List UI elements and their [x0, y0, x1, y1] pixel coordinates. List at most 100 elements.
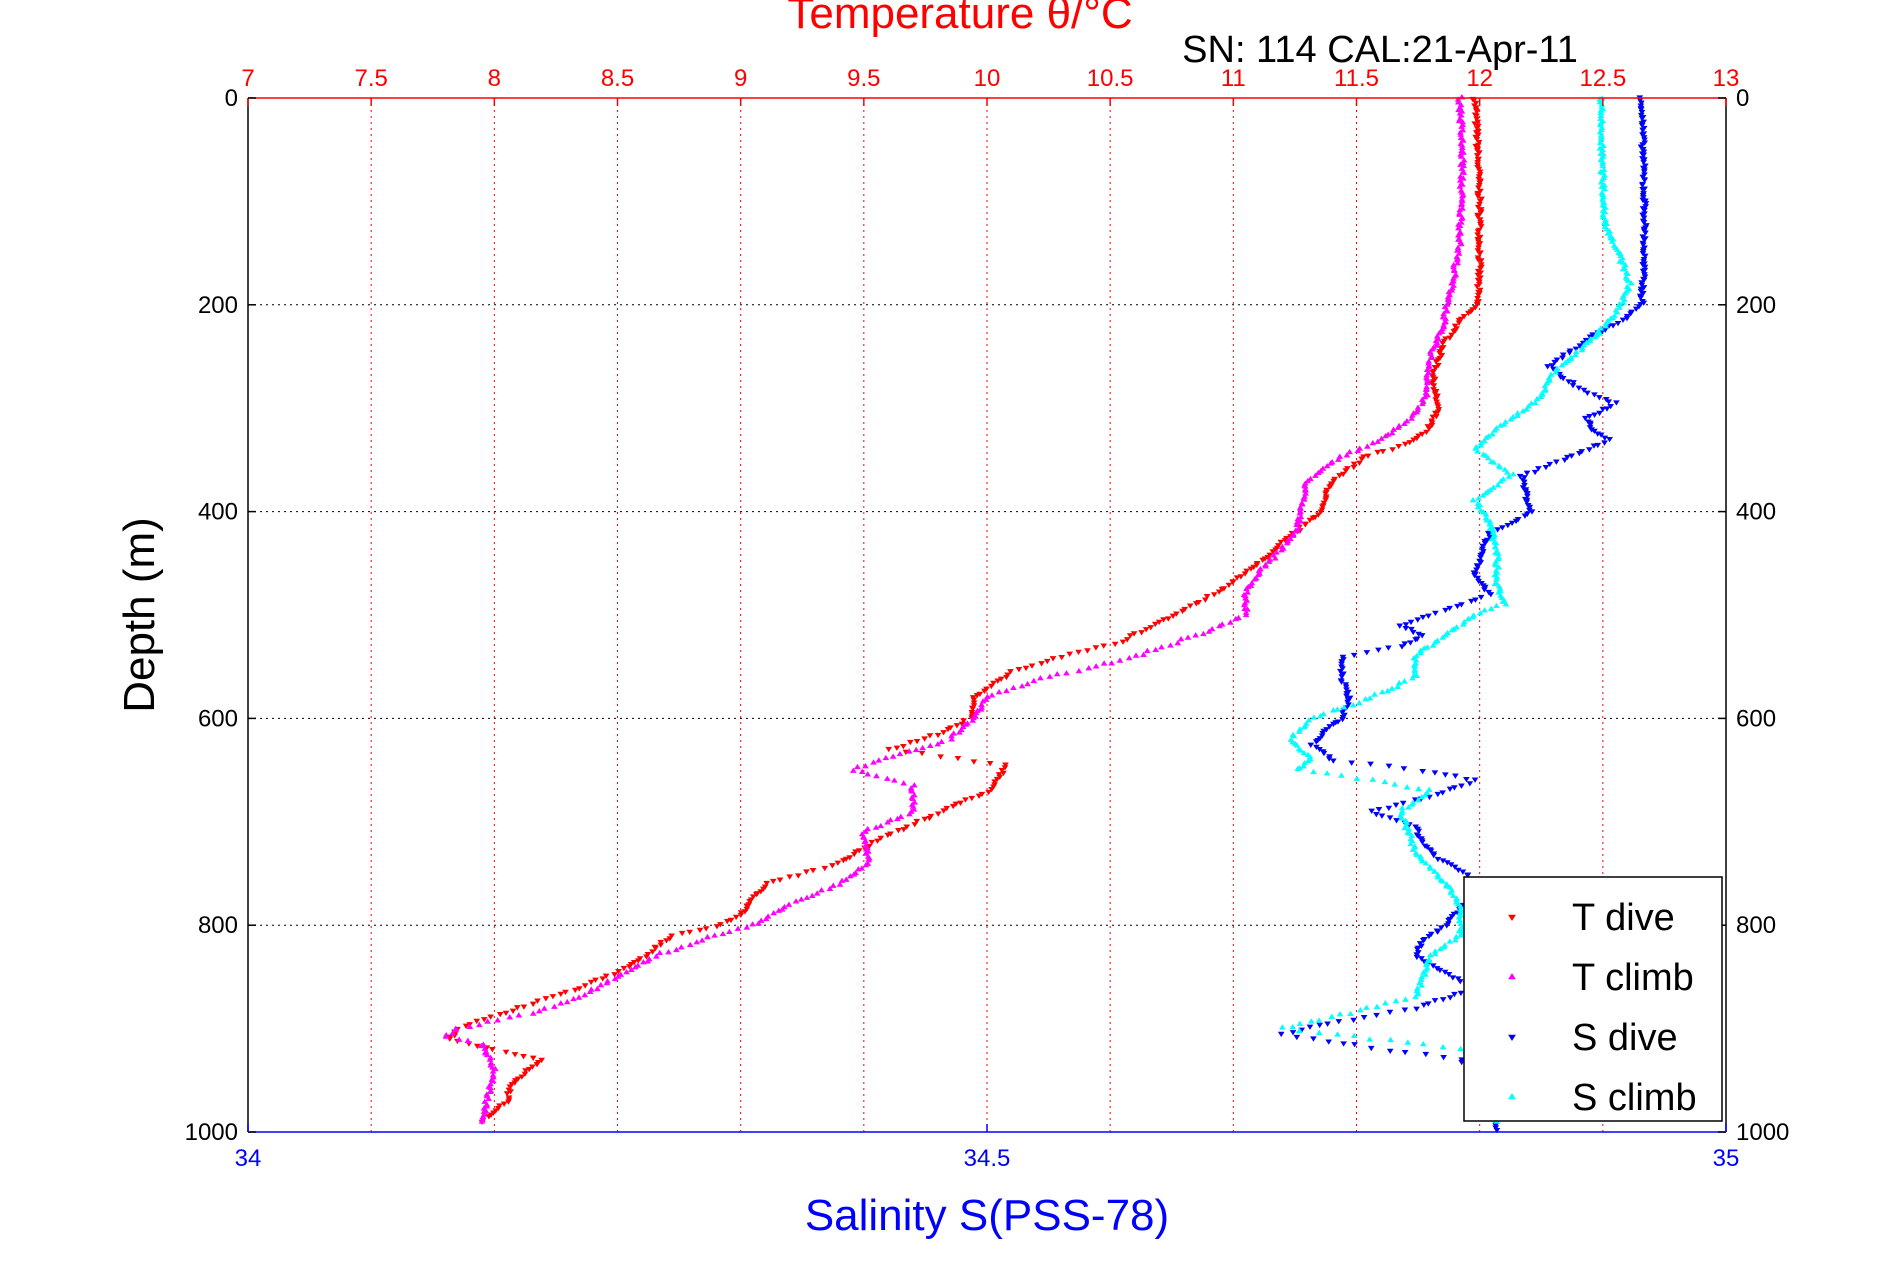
data-point — [483, 1103, 491, 1109]
data-point — [1448, 626, 1456, 633]
data-point — [1317, 509, 1325, 515]
data-point — [1401, 678, 1408, 684]
data-point — [1496, 464, 1504, 470]
data-point — [1460, 169, 1468, 175]
data-point — [873, 772, 880, 779]
data-point — [1446, 938, 1454, 944]
data-point — [1494, 481, 1502, 488]
data-point — [934, 811, 942, 817]
data-point — [496, 1011, 504, 1018]
data-point — [1476, 169, 1484, 175]
data-point — [1028, 663, 1036, 669]
data-point — [1439, 634, 1446, 640]
data-point — [1310, 1036, 1317, 1042]
data-point — [1400, 766, 1408, 772]
data-point — [611, 975, 619, 982]
data-point — [521, 1071, 529, 1077]
data-point — [1024, 680, 1031, 687]
data-point — [1385, 805, 1393, 812]
data-point — [1457, 1045, 1464, 1052]
data-point — [533, 1062, 541, 1068]
data-point — [1414, 617, 1422, 623]
data-point — [1367, 761, 1374, 767]
depth-tick-label-left: 800 — [198, 912, 238, 939]
data-point — [1613, 400, 1620, 406]
data-point — [1482, 489, 1490, 496]
data-point — [628, 966, 635, 973]
data-point — [1572, 351, 1579, 358]
data-point — [872, 824, 880, 830]
data-point — [1458, 783, 1465, 789]
data-point — [1475, 139, 1483, 146]
data-point — [1543, 380, 1551, 386]
data-point — [1431, 950, 1439, 957]
data-point — [1455, 317, 1463, 324]
data-point — [1387, 1036, 1394, 1043]
data-point — [1488, 535, 1496, 542]
temp-tick-label: 9 — [734, 65, 747, 92]
data-point — [940, 730, 947, 736]
data-point — [485, 1095, 492, 1101]
data-point — [1410, 437, 1417, 443]
data-point — [1491, 580, 1499, 587]
data-point — [1452, 937, 1459, 943]
data-point — [1111, 641, 1119, 648]
data-point — [503, 1091, 511, 1097]
data-point — [1490, 459, 1498, 465]
data-point — [1413, 952, 1421, 958]
data-point — [1481, 607, 1488, 613]
data-point — [1459, 869, 1467, 875]
data-point — [1429, 369, 1437, 376]
data-point — [1046, 673, 1054, 679]
data-point — [1619, 317, 1627, 323]
legend-box — [1463, 876, 1723, 1122]
data-point — [1547, 371, 1555, 377]
data-point — [1469, 497, 1477, 503]
data-point — [1561, 457, 1569, 464]
data-point — [1362, 696, 1369, 702]
data-point — [1473, 113, 1480, 119]
data-point — [1297, 518, 1304, 524]
data-point — [903, 824, 911, 830]
temp-tick-label: 8 — [488, 65, 501, 92]
data-point — [1382, 1000, 1389, 1006]
data-point — [1440, 944, 1448, 950]
data-point — [1340, 1041, 1347, 1047]
data-point — [1457, 161, 1464, 167]
temp-tick-label: 10 — [974, 65, 1001, 92]
data-point — [597, 981, 605, 988]
data-point — [1368, 808, 1375, 814]
data-point — [1297, 747, 1305, 753]
data-point — [1409, 846, 1417, 852]
data-point — [1442, 632, 1449, 638]
data-point — [502, 1010, 510, 1017]
series-s-climb — [1279, 95, 1635, 1124]
data-point — [874, 838, 881, 844]
data-point — [850, 851, 858, 858]
data-point — [1576, 450, 1583, 457]
data-point — [1323, 770, 1331, 776]
data-point — [1591, 412, 1598, 418]
data-point — [786, 874, 793, 880]
data-point — [1632, 306, 1640, 312]
data-point — [668, 933, 675, 939]
data-point — [1350, 1017, 1357, 1024]
data-point — [1602, 323, 1610, 329]
data-point — [603, 979, 611, 986]
data-point — [1476, 150, 1483, 156]
data-point — [686, 929, 694, 936]
data-point — [1424, 379, 1431, 386]
data-point — [1373, 1003, 1381, 1009]
data-point — [1447, 889, 1454, 895]
data-point — [1312, 472, 1319, 478]
data-point — [1495, 564, 1503, 570]
data-point — [1038, 661, 1045, 667]
data-point — [529, 1001, 537, 1007]
data-point — [960, 718, 967, 724]
data-point — [1140, 651, 1147, 657]
data-point — [1642, 230, 1649, 236]
data-point — [906, 811, 913, 817]
data-point — [1614, 320, 1622, 327]
data-point — [1639, 242, 1647, 248]
